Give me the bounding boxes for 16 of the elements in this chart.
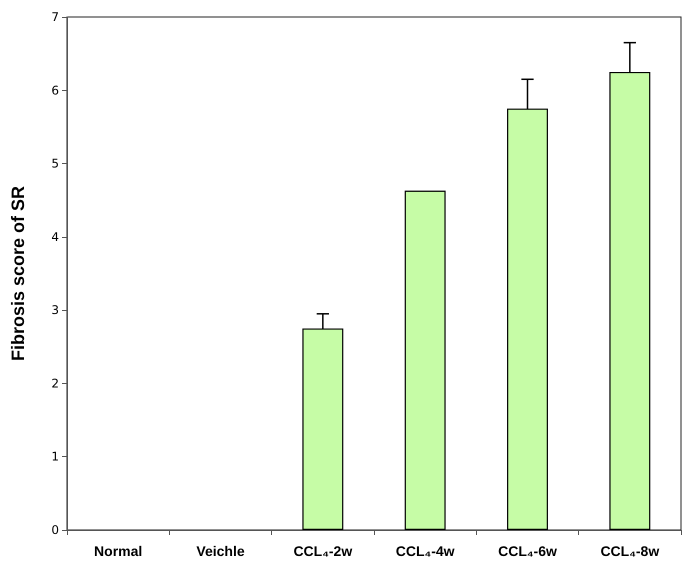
x-tick-label: CCL₄-8w — [600, 543, 660, 559]
y-tick-label: 3 — [51, 303, 59, 318]
x-tick-label: CCL₄-2w — [293, 543, 352, 559]
bar — [404, 190, 446, 530]
x-tick-label: Veichle — [196, 543, 245, 559]
x-tick-label: CCL₄-6w — [498, 543, 557, 559]
y-tick-label: 6 — [51, 83, 59, 98]
y-tick-label: 4 — [51, 230, 59, 244]
y-tick-label: 5 — [51, 156, 59, 171]
x-tick-label: Normal — [94, 543, 142, 559]
y-tick-label: 2 — [51, 376, 59, 390]
x-tick-label: CCL₄-4w — [396, 543, 455, 559]
y-axis-title: Fibrosis score of SR — [8, 186, 28, 362]
y-tick-label: 0 — [51, 523, 59, 537]
y-tick-label: 1 — [51, 450, 59, 464]
y-tick-label: 7 — [51, 10, 59, 24]
